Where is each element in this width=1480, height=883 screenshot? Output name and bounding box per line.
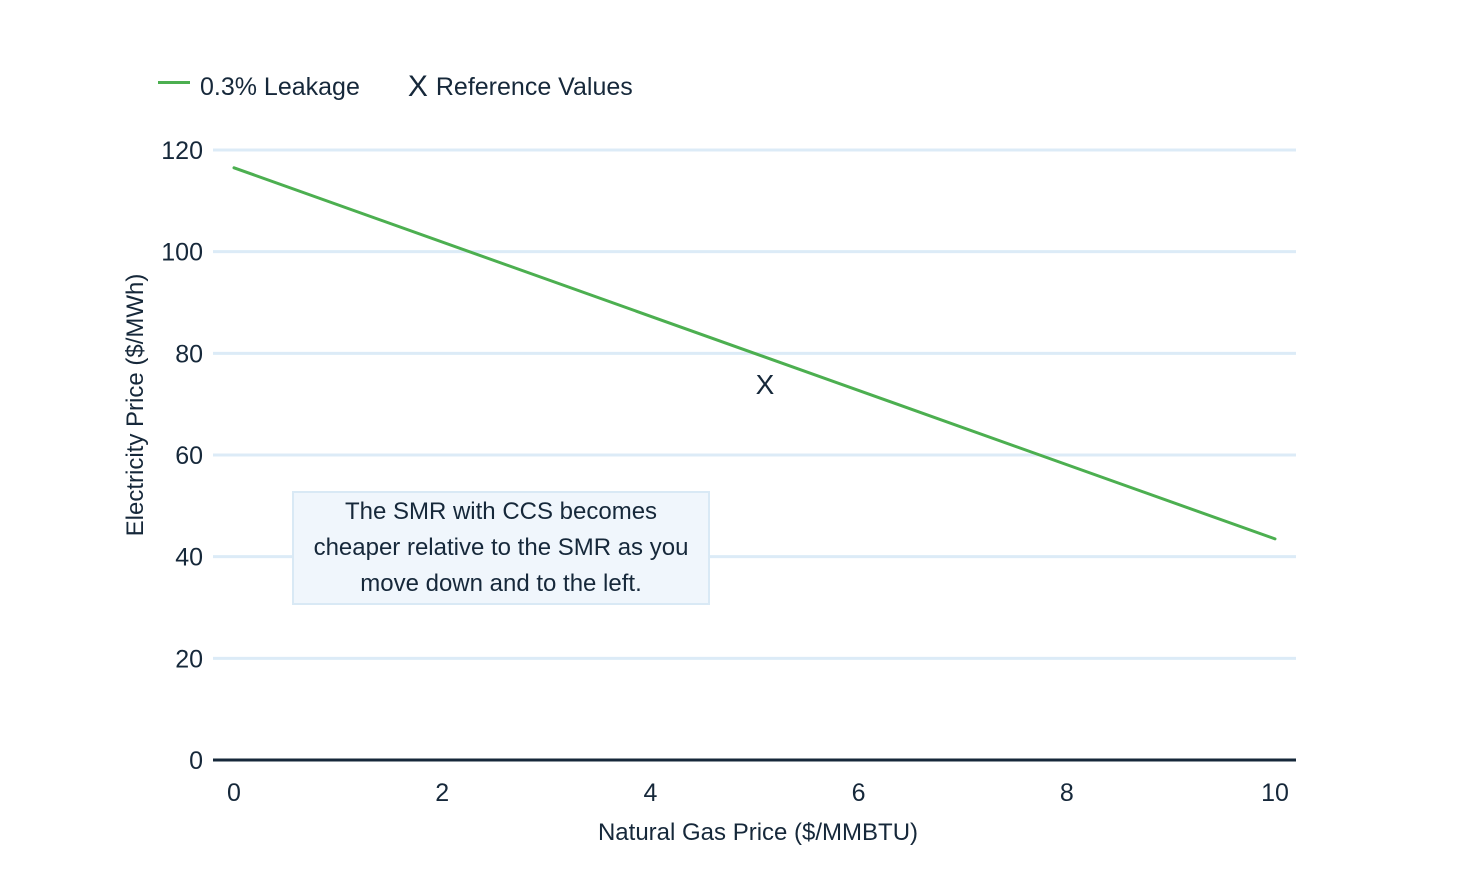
reference-points: X — [756, 369, 775, 400]
x-tick-label: 8 — [1060, 779, 1074, 807]
series-lines — [232, 166, 1277, 541]
tick-labels: 0 20 40 60 80 100 120 0 2 4 6 8 10 — [161, 137, 1289, 807]
y-tick-label: 20 — [175, 645, 203, 673]
annotation-text: The SMR with CCS becomes cheaper relativ… — [313, 498, 689, 597]
x-axis-label: Natural Gas Price ($/MMBTU) — [598, 819, 918, 846]
x-tick-label: 10 — [1261, 779, 1289, 807]
reference-point-marker: X — [756, 369, 775, 400]
legend: 0.3% Leakage X Reference Values — [158, 72, 681, 102]
x-tick-label: 2 — [435, 779, 449, 807]
y-tick-label: 60 — [175, 442, 203, 470]
series-line — [232, 166, 1277, 541]
y-tick-label: 100 — [161, 239, 203, 267]
legend-series-label: 0.3% Leakage — [200, 72, 360, 101]
x-tick-label: 6 — [852, 779, 866, 807]
x-marker-icon: X — [407, 70, 428, 103]
legend-line-swatch — [158, 80, 190, 84]
y-tick-label: 0 — [189, 747, 203, 775]
legend-item-reference: X Reference Values — [408, 72, 633, 102]
y-axis-label: Electricity Price ($/MWh) — [122, 274, 149, 537]
y-tick-label: 40 — [175, 544, 203, 572]
x-tick-label: 0 — [227, 779, 241, 807]
annotation-box: The SMR with CCS becomes cheaper relativ… — [292, 491, 710, 605]
legend-item-series: 0.3% Leakage — [158, 73, 360, 102]
x-tick-label: 4 — [643, 779, 657, 807]
legend-reference-label: Reference Values — [435, 72, 633, 101]
y-tick-label: 80 — [175, 340, 203, 368]
y-tick-label: 120 — [161, 137, 203, 165]
